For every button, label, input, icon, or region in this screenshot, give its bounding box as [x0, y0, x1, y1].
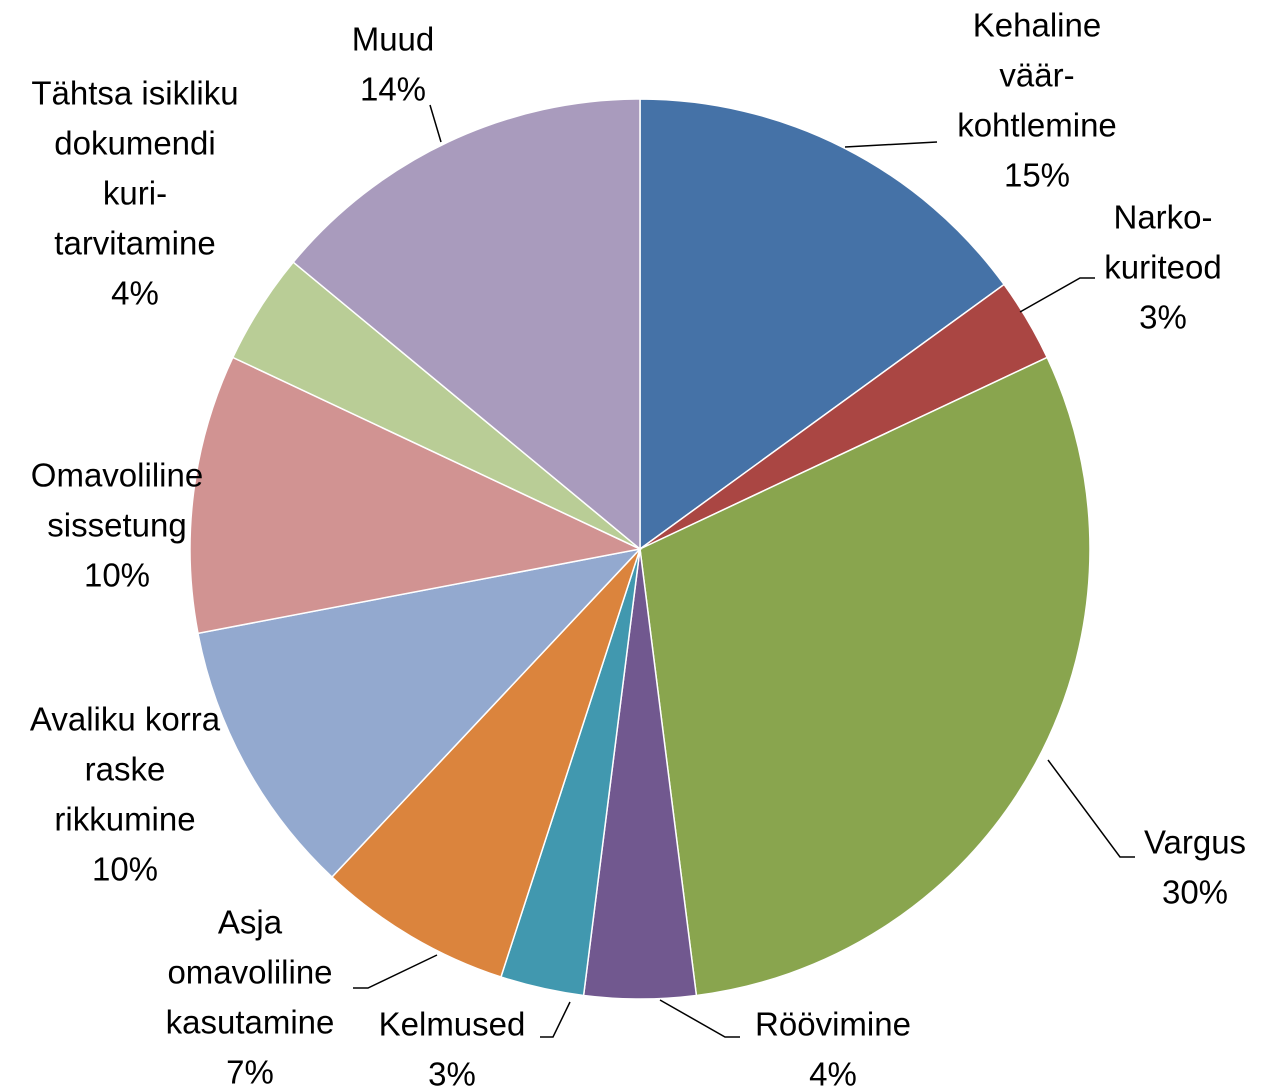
value-label: 3% [1139, 299, 1187, 336]
pie-slice [639, 356, 1091, 997]
slice-label: Kelmused [379, 1006, 526, 1043]
slice-label: Omavoliline [31, 457, 203, 494]
leader-line [353, 954, 438, 989]
pie-slice [330, 548, 641, 978]
slice-label: Tähtsa isikliku [31, 75, 238, 112]
slice-label: kasutamine [166, 1004, 335, 1041]
value-label: 30% [1162, 874, 1228, 911]
value-label: 7% [226, 1054, 274, 1091]
value-label: 14% [360, 71, 426, 108]
leader-line [844, 141, 938, 148]
slice-label: Narko- [1113, 199, 1212, 236]
slice-label: väär- [999, 57, 1074, 94]
slice-label: kuri- [103, 175, 167, 212]
slice-label: Avaliku korra [30, 701, 221, 738]
slice-label: kuriteod [1104, 249, 1221, 286]
leader-line [1047, 759, 1135, 858]
slice-label: Vargus [1144, 824, 1246, 861]
slice-label: omavoliline [167, 954, 332, 991]
slice-label: Kehaline [973, 7, 1101, 44]
slice-label: tarvitamine [54, 225, 215, 262]
slice-label: raske [85, 751, 166, 788]
leader-line [1019, 277, 1095, 313]
slice-label: Asja [218, 904, 283, 941]
leader-line [659, 999, 740, 1038]
value-label: 10% [84, 557, 150, 594]
pie-slice [292, 98, 641, 551]
pie-slice [189, 356, 643, 635]
value-label: 4% [809, 1056, 857, 1091]
slice-label: Muud [352, 21, 435, 58]
leader-line [429, 104, 442, 143]
slice-label: Röövimine [755, 1006, 911, 1043]
leaders [353, 104, 1135, 1038]
slice-label: sissetung [47, 507, 186, 544]
value-label: 4% [111, 275, 159, 312]
leader-line [540, 1001, 571, 1038]
value-label: 3% [428, 1056, 476, 1091]
pie-slice [639, 98, 1006, 551]
slice-label: kohtlemine [957, 107, 1117, 144]
value-label: 15% [1004, 157, 1070, 194]
pie-slice [197, 547, 643, 879]
slice-label: dokumendi [54, 125, 215, 162]
value-label: 10% [92, 851, 158, 888]
slice-label: rikkumine [54, 801, 195, 838]
